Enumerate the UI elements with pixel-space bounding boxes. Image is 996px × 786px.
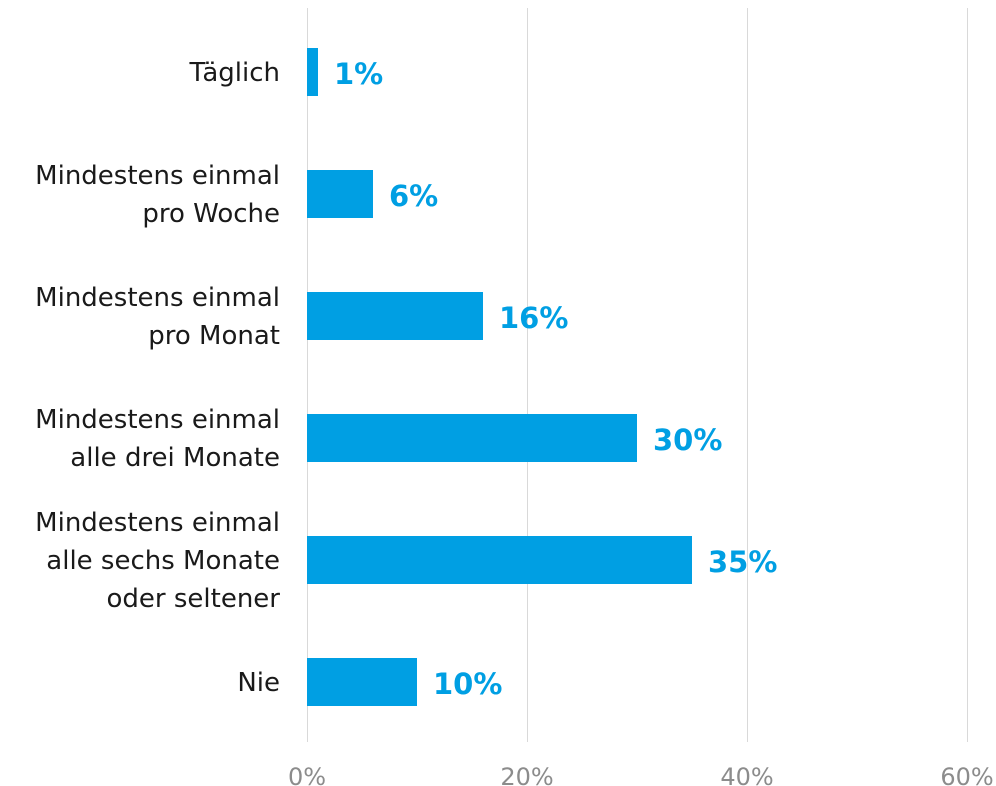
bar-2 bbox=[307, 292, 483, 340]
bar-5 bbox=[307, 658, 417, 706]
category-label-line: oder seltener bbox=[107, 584, 281, 614]
category-label-1: Mindestens einmal pro Woche bbox=[35, 161, 280, 229]
gridlines bbox=[307, 8, 968, 742]
x-tick-label-40: 40% bbox=[720, 763, 773, 786]
x-tick-label-0: 0% bbox=[288, 763, 326, 786]
category-label-line: alle sechs Monate bbox=[46, 546, 280, 576]
category-label-line: Mindestens einmal bbox=[35, 405, 280, 435]
x-tick-label-20: 20% bbox=[500, 763, 553, 786]
value-label-1: 6% bbox=[389, 179, 438, 213]
bar-1 bbox=[307, 170, 373, 218]
category-label-2: Mindestens einmal pro Monat bbox=[35, 283, 280, 351]
value-label-0: 1% bbox=[334, 57, 383, 91]
category-label-line: Mindestens einmal bbox=[35, 161, 280, 191]
category-label-line: alle drei Monate bbox=[70, 443, 280, 473]
category-label-line: pro Monat bbox=[148, 321, 280, 351]
category-label-line: Mindestens einmal bbox=[35, 283, 280, 313]
bar-4 bbox=[307, 536, 692, 584]
bars bbox=[307, 48, 692, 706]
value-label-2: 16% bbox=[499, 301, 568, 335]
value-labels: 1% 6% 16% 30% 35% 10% bbox=[334, 57, 777, 701]
category-label-line: Nie bbox=[237, 668, 280, 698]
value-label-3: 30% bbox=[653, 423, 722, 457]
value-label-4: 35% bbox=[708, 545, 777, 579]
x-tick-label-60: 60% bbox=[940, 763, 993, 786]
bar-3 bbox=[307, 414, 637, 462]
bar-0 bbox=[307, 48, 318, 96]
category-label-3: Mindestens einmal alle drei Monate bbox=[35, 405, 280, 473]
value-label-5: 10% bbox=[433, 667, 502, 701]
category-label-line: Täglich bbox=[188, 58, 280, 88]
x-axis-tick-labels: 0% 20% 40% 60% bbox=[288, 763, 994, 786]
category-label-5: Nie bbox=[237, 668, 280, 698]
category-label-0: Täglich bbox=[188, 58, 280, 88]
category-label-line: Mindestens einmal bbox=[35, 508, 280, 538]
category-label-4: Mindestens einmal alle sechs Monate oder s… bbox=[35, 508, 280, 614]
category-label-line: pro Woche bbox=[142, 199, 280, 229]
